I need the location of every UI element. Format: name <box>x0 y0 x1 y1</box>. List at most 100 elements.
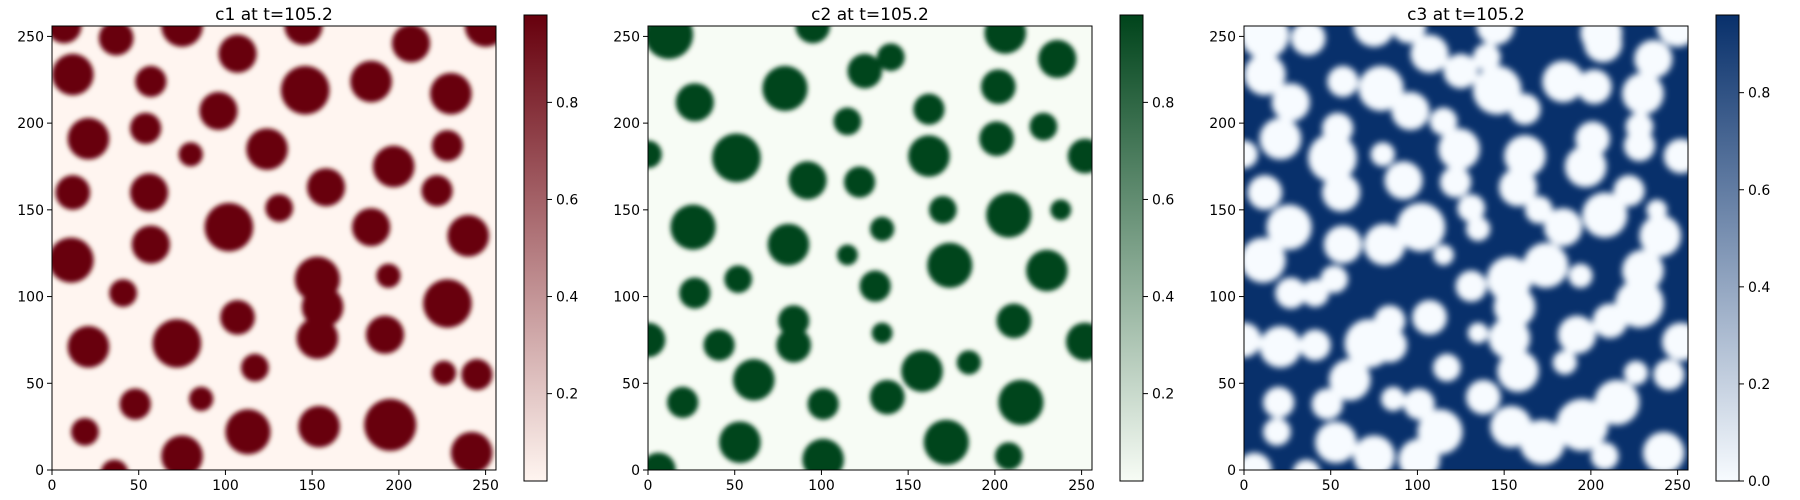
colorbar-tick-label: 0.8 <box>556 95 578 111</box>
depletion-region <box>1384 161 1423 200</box>
depletion-region <box>1443 53 1479 89</box>
y-tick-label: 100 <box>17 290 44 306</box>
depletion-region <box>1582 192 1628 238</box>
y-tick-label: 100 <box>613 290 640 306</box>
depletion-region <box>1433 353 1461 382</box>
depletion-region <box>1519 419 1565 465</box>
depletion-region <box>1493 286 1536 328</box>
droplet <box>1038 39 1077 79</box>
droplet <box>996 303 1032 339</box>
droplet <box>998 379 1044 425</box>
depletion-region <box>1594 379 1640 425</box>
depletion-region <box>1328 359 1371 401</box>
heatmap-background <box>52 26 496 470</box>
depletion-region <box>1590 442 1619 470</box>
droplet <box>67 326 110 368</box>
droplet <box>101 459 128 470</box>
colorbar-tick-label: 0.2 <box>556 387 578 403</box>
depletion-region <box>1412 300 1447 335</box>
depletion-region <box>1439 166 1472 198</box>
y-tick-label: 0 <box>631 463 640 479</box>
droplet <box>981 69 1016 105</box>
depletion-region <box>1322 173 1361 212</box>
droplet <box>130 112 162 144</box>
depletion-region <box>1271 83 1310 122</box>
droplet <box>732 359 775 401</box>
droplet <box>923 419 969 465</box>
droplet <box>131 225 170 264</box>
colorbar-tick-label: 0.8 <box>1152 95 1174 111</box>
depletion-region <box>1320 265 1349 294</box>
droplet <box>152 319 202 368</box>
x-tick-label: 250 <box>1068 478 1095 494</box>
y-tick-label: 150 <box>613 203 640 219</box>
droplet <box>135 65 167 98</box>
droplet <box>161 435 203 470</box>
droplet <box>837 244 858 266</box>
droplet <box>298 405 340 448</box>
x-tick-label: 200 <box>982 478 1009 494</box>
x-tick-label: 100 <box>808 478 835 494</box>
depletion-region <box>1438 128 1480 170</box>
depletion-region <box>1568 263 1593 288</box>
depletion-region <box>1391 26 1427 44</box>
droplet <box>776 327 812 363</box>
droplet <box>461 359 493 391</box>
depletion-region <box>1622 72 1664 115</box>
depletion-region <box>1467 322 1489 344</box>
droplet <box>833 107 862 136</box>
colorbar-tick-label: 0.6 <box>556 192 578 208</box>
depletion-region <box>1308 133 1357 183</box>
droplet <box>1029 112 1058 141</box>
depletion-region <box>1622 249 1664 292</box>
droplet <box>876 43 905 72</box>
droplet <box>376 263 401 288</box>
y-tick-label: 50 <box>622 376 640 392</box>
depletion-region <box>1315 421 1357 464</box>
droplet <box>67 117 110 160</box>
depletion-region <box>1301 279 1329 307</box>
droplet <box>296 317 339 359</box>
depletion-region <box>1244 140 1258 169</box>
droplet <box>870 379 905 415</box>
depletion-region <box>1575 121 1610 157</box>
depletion-region <box>1374 305 1406 337</box>
colorbar-tick-label: 0.8 <box>1748 86 1770 102</box>
x-tick-label: 150 <box>299 478 326 494</box>
droplet <box>199 91 238 131</box>
depletion-region <box>1299 329 1331 361</box>
depletion-region <box>1556 398 1609 451</box>
droplet <box>762 65 808 111</box>
depletion-region <box>1592 303 1628 339</box>
colorbar-gradient <box>1120 15 1143 481</box>
depletion-region <box>1623 360 1649 386</box>
x-tick-label: 100 <box>212 478 239 494</box>
chart-title: c3 at t=105.2 <box>1407 5 1525 25</box>
depletion-region <box>1577 69 1612 105</box>
depletion-region <box>1661 322 1688 361</box>
chart-title: c1 at t=105.2 <box>215 5 333 25</box>
droplet <box>908 135 950 177</box>
colorbar-frame <box>523 14 548 482</box>
droplet <box>927 242 973 288</box>
droplet <box>712 133 761 183</box>
droplet <box>788 161 827 200</box>
x-tick-label: 50 <box>1322 478 1340 494</box>
droplet <box>847 53 883 89</box>
depletion-region <box>1557 315 1597 354</box>
y-tick-label: 250 <box>1209 29 1236 45</box>
depletion-region <box>1653 359 1685 391</box>
droplet <box>447 215 490 257</box>
droplet <box>220 300 255 335</box>
y-tick-label: 250 <box>613 29 640 45</box>
depletion-region <box>1403 388 1435 420</box>
colorbar-tick-label: 0.0 <box>1748 474 1770 490</box>
depletion-region <box>1663 138 1688 174</box>
depletion-region <box>1498 168 1538 207</box>
droplet <box>431 360 457 386</box>
heatmap-panel-2: c2 at t=105.2 0 50 100 150 200 250 0 50 100 150 200… <box>613 5 1174 494</box>
depletion-region <box>1472 65 1522 115</box>
droplet <box>648 26 694 59</box>
y-tick-label: 150 <box>1209 203 1236 219</box>
depletion-region <box>1293 459 1320 470</box>
